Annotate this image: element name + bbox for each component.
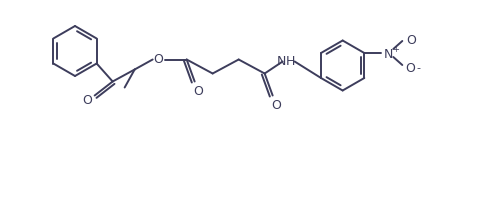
Text: O: O <box>405 61 415 74</box>
Text: O: O <box>154 53 163 66</box>
Text: O: O <box>406 33 416 46</box>
Text: O: O <box>82 94 93 107</box>
Text: N: N <box>384 47 393 60</box>
Text: O: O <box>272 98 282 111</box>
Text: -: - <box>416 63 421 73</box>
Text: +: + <box>392 44 399 53</box>
Text: N: N <box>277 55 286 68</box>
Text: H: H <box>286 55 295 68</box>
Text: O: O <box>194 85 204 97</box>
